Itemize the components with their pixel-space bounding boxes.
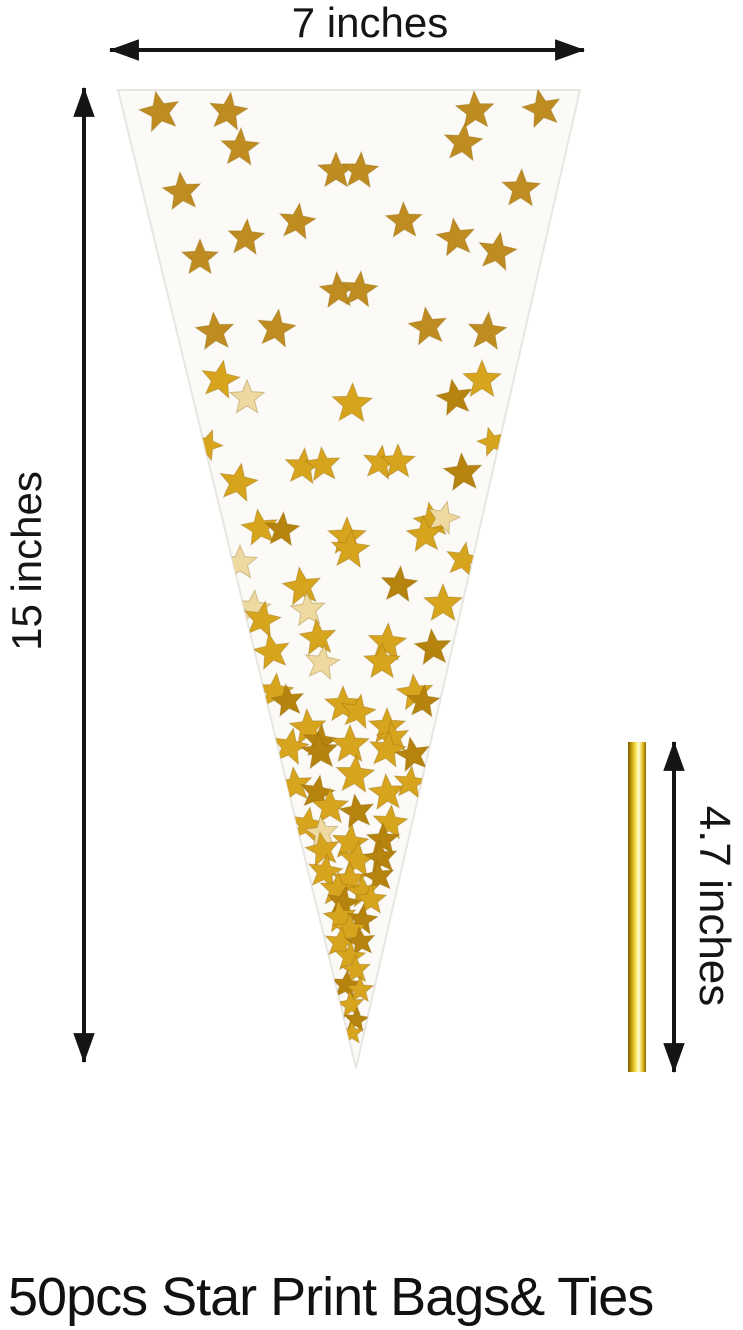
gold-star xyxy=(244,599,283,639)
gold-star xyxy=(300,731,339,770)
gold-star xyxy=(362,641,402,679)
gold-star xyxy=(330,528,371,569)
gold-star xyxy=(278,201,318,240)
gold-star xyxy=(331,381,374,423)
gold-star xyxy=(227,217,266,256)
gold-star xyxy=(500,167,542,207)
gold-star xyxy=(208,90,250,131)
twist-tie xyxy=(628,742,646,1072)
gold-star xyxy=(161,170,202,211)
gold-star xyxy=(194,310,235,351)
gold-star xyxy=(434,377,473,417)
cone-bag xyxy=(116,89,582,1069)
gold-star xyxy=(340,692,378,730)
gold-star xyxy=(332,911,368,945)
product-caption: 50pcs Star Print Bags& Ties xyxy=(8,1267,654,1327)
gold-star xyxy=(406,305,448,346)
height-dimension-label: 15 inches xyxy=(3,471,50,651)
gold-star xyxy=(304,445,341,482)
gold-star xyxy=(345,974,375,1003)
gold-star xyxy=(467,310,508,351)
gold-star xyxy=(264,510,301,547)
gold-star xyxy=(520,90,561,129)
gold-star xyxy=(341,150,380,189)
gold-star xyxy=(269,682,305,718)
gold-star xyxy=(337,792,375,830)
gold-star xyxy=(461,358,503,398)
gold-star xyxy=(384,200,424,238)
gold-star xyxy=(329,723,371,763)
gold-star xyxy=(304,643,342,681)
gold-star xyxy=(228,378,266,414)
gold-star xyxy=(137,90,180,133)
gold-star xyxy=(367,621,408,662)
gold-star xyxy=(333,939,367,972)
gold-star xyxy=(442,451,483,492)
gold-star xyxy=(367,772,406,811)
gold-star xyxy=(454,90,495,129)
tie-length-dimension-label: 4.7 inches xyxy=(690,805,739,1007)
gold-star xyxy=(354,882,388,914)
gold-star xyxy=(340,953,372,984)
gold-star xyxy=(379,442,417,478)
gold-star xyxy=(289,590,326,627)
gold-star xyxy=(310,786,350,824)
gold-star xyxy=(413,627,452,666)
gold-star xyxy=(219,461,260,503)
gold-star xyxy=(443,121,484,162)
gold-star xyxy=(299,773,337,811)
gold-star xyxy=(434,216,476,257)
gold-star xyxy=(303,830,341,868)
star-print-pattern xyxy=(137,90,561,1044)
gold-star xyxy=(220,126,261,166)
gold-star xyxy=(361,859,395,893)
gold-star xyxy=(368,729,408,768)
gold-star xyxy=(478,230,519,272)
gold-star xyxy=(272,726,311,766)
gold-star xyxy=(307,852,345,890)
gold-star xyxy=(406,683,441,718)
gold-star xyxy=(239,507,279,546)
width-dimension-label: 7 inches xyxy=(291,0,449,46)
gold-star xyxy=(422,582,464,622)
gold-star xyxy=(280,565,322,606)
gold-star xyxy=(256,307,298,348)
gold-star xyxy=(380,564,419,603)
gold-star xyxy=(427,500,462,536)
gold-star xyxy=(331,822,370,861)
gold-star xyxy=(363,839,398,874)
gold-star xyxy=(298,617,337,656)
gold-star xyxy=(180,237,220,275)
gold-star xyxy=(365,821,401,855)
gold-star xyxy=(342,1005,371,1033)
gold-star xyxy=(405,514,444,553)
gold-star xyxy=(251,631,290,671)
gold-star xyxy=(393,735,431,773)
gold-star xyxy=(335,753,376,794)
gold-star xyxy=(331,968,363,1000)
gold-star xyxy=(340,269,379,308)
gold-star xyxy=(201,358,242,400)
gold-star xyxy=(344,925,376,957)
